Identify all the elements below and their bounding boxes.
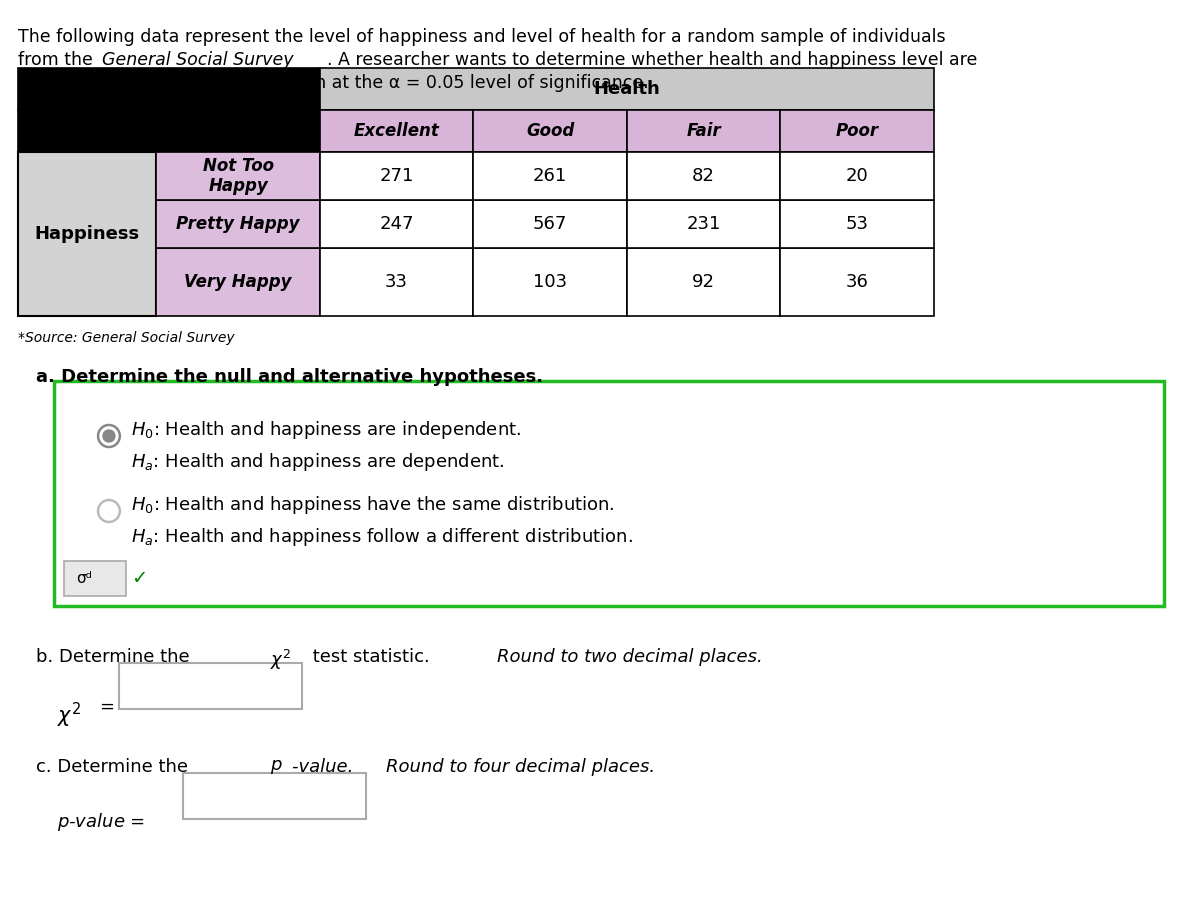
Text: $\chi^2$: $\chi^2$ [58, 701, 82, 730]
Text: Pretty Happy: Pretty Happy [176, 215, 300, 233]
Text: Happiness: Happiness [35, 225, 139, 243]
Text: 271: 271 [379, 167, 414, 185]
Bar [626, 200, 780, 248]
Circle shape [98, 425, 120, 447]
Text: 567: 567 [533, 215, 568, 233]
Text: 20: 20 [846, 167, 869, 185]
Text: 82: 82 [692, 167, 715, 185]
Circle shape [103, 430, 115, 442]
Text: test statistic.: test statistic. [307, 648, 436, 666]
Text: Health: Health [594, 80, 660, 98]
Text: Poor: Poor [835, 122, 878, 140]
Text: 261: 261 [533, 167, 568, 185]
Text: $H_0$: Health and happiness have the same distribution.: $H_0$: Health and happiness have the sam… [131, 494, 614, 516]
Bar [780, 110, 934, 152]
Text: General Social Survey: General Social Survey [102, 51, 294, 69]
Text: Very Happy: Very Happy [185, 273, 292, 291]
Bar [18, 110, 320, 152]
Bar [156, 152, 320, 200]
Text: 103: 103 [533, 273, 568, 291]
Bar [18, 68, 320, 110]
Text: $H_a$: Health and happiness are dependent.: $H_a$: Health and happiness are dependen… [131, 451, 504, 473]
Text: related. Test the researcher’s claim at the α = 0.05 level of significance.: related. Test the researcher’s claim at … [18, 74, 648, 92]
Bar [626, 110, 780, 152]
Text: Round to four decimal places.: Round to four decimal places. [386, 758, 655, 776]
Text: 53: 53 [846, 215, 869, 233]
Text: σᵈ: σᵈ [77, 571, 92, 586]
Bar [473, 200, 626, 248]
Bar [156, 248, 320, 316]
Text: 231: 231 [686, 215, 721, 233]
Text: Good: Good [526, 122, 575, 140]
Text: $p$: $p$ [270, 758, 283, 776]
Bar [320, 248, 473, 316]
Bar [119, 663, 302, 709]
Bar [65, 561, 126, 596]
Text: $p$-value =: $p$-value = [58, 811, 145, 833]
Text: Round to two decimal places.: Round to two decimal places. [497, 648, 763, 666]
Bar [780, 152, 934, 200]
Circle shape [98, 500, 120, 522]
Bar [626, 248, 780, 316]
Bar [18, 152, 156, 316]
Bar [320, 152, 473, 200]
Bar [626, 152, 780, 200]
Bar [473, 152, 626, 200]
Text: $H_0$: Health and happiness are independent.: $H_0$: Health and happiness are independ… [131, 419, 521, 441]
Text: -value.: -value. [292, 758, 359, 776]
Text: b. Determine the: b. Determine the [36, 648, 196, 666]
Bar [54, 381, 1164, 606]
Bar [320, 68, 934, 110]
Text: from the: from the [18, 51, 98, 69]
Text: Fair: Fair [686, 122, 721, 140]
Text: Not Too
Happy: Not Too Happy [203, 157, 274, 196]
Text: The following data represent the level of happiness and level of health for a ra: The following data represent the level o… [18, 28, 946, 46]
Text: $\chi^2$: $\chi^2$ [270, 648, 292, 672]
Text: 33: 33 [385, 273, 408, 291]
Bar [320, 200, 473, 248]
Bar [473, 248, 626, 316]
Bar [320, 110, 473, 152]
Text: $H_a$: Health and happiness follow a different distribution.: $H_a$: Health and happiness follow a dif… [131, 526, 632, 548]
Text: . A researcher wants to determine whether health and happiness level are: . A researcher wants to determine whethe… [326, 51, 977, 69]
Bar [780, 200, 934, 248]
Text: c. Determine the: c. Determine the [36, 758, 193, 776]
Bar [156, 200, 320, 248]
Text: a. Determine the null and alternative hypotheses.: a. Determine the null and alternative hy… [36, 368, 542, 386]
Text: *Source: General Social Survey: *Source: General Social Survey [18, 331, 234, 345]
Text: 247: 247 [379, 215, 414, 233]
Text: 92: 92 [692, 273, 715, 291]
Bar [473, 110, 626, 152]
Bar [780, 248, 934, 316]
Text: ✓: ✓ [131, 569, 148, 588]
Bar [184, 773, 366, 819]
Text: Excellent: Excellent [354, 122, 439, 140]
Text: =: = [100, 698, 114, 716]
Text: 36: 36 [846, 273, 869, 291]
